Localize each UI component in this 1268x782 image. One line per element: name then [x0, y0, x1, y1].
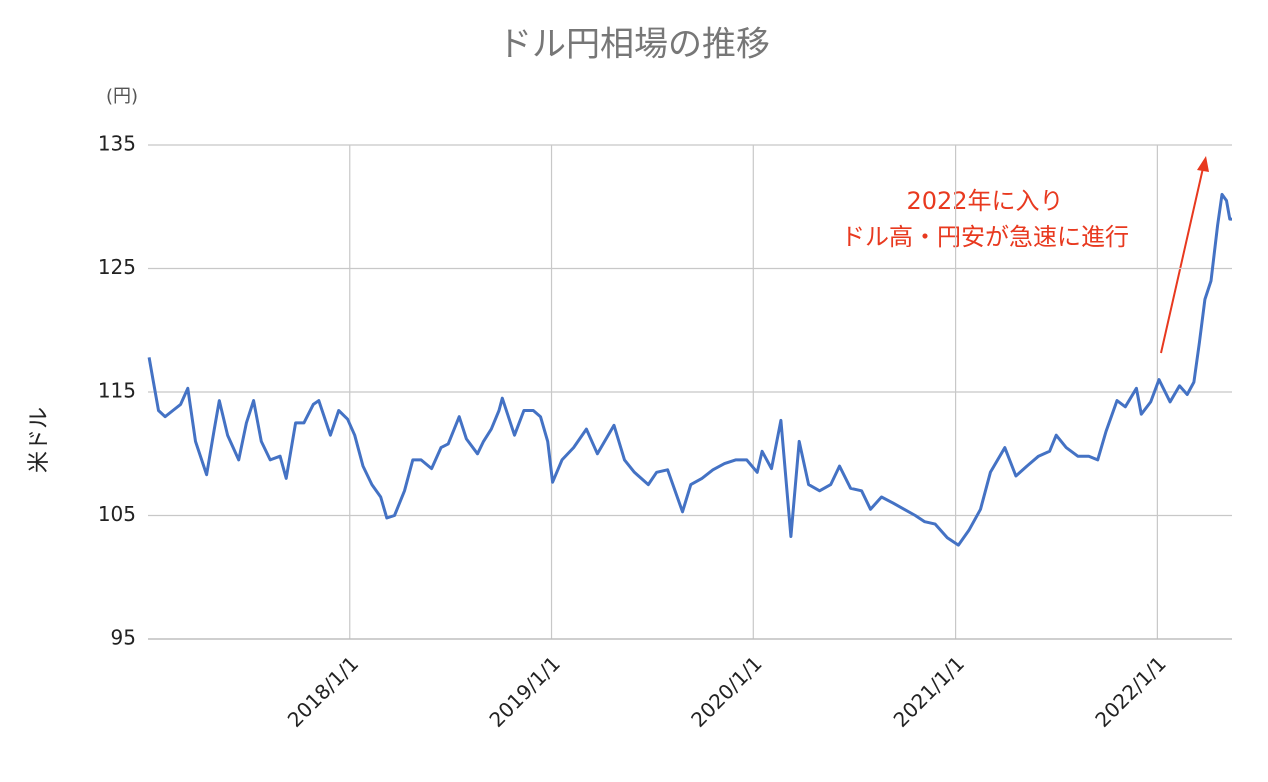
x-tick-label: 2021/1/1: [889, 651, 969, 731]
data-line: [147, 192, 1232, 547]
x-tick-label: 2020/1/1: [686, 651, 766, 731]
x-tick-label: 2018/1/1: [283, 651, 363, 731]
y-axis-label: 米ドル: [27, 407, 52, 473]
x-tick-label: 2019/1/1: [484, 651, 564, 731]
annotation: 2022年に入り: [906, 187, 1063, 215]
chart-title: ドル円相場の推移: [498, 25, 770, 65]
y-tick-label: 135: [98, 132, 136, 156]
y-tick-label: 105: [98, 502, 136, 526]
x-tick-label: 2022/1/1: [1090, 651, 1170, 731]
grid: [148, 144, 1232, 640]
y-tick-label: 125: [98, 255, 136, 279]
annotation: ドル高・円安が急速に進行: [841, 223, 1129, 251]
y-unit: (円): [106, 86, 138, 107]
annotation-arrowhead: [1197, 156, 1209, 172]
y-tick-label: 95: [111, 626, 136, 650]
annotation-arrow: [1160, 167, 1204, 354]
y-tick-label: 115: [98, 379, 136, 403]
